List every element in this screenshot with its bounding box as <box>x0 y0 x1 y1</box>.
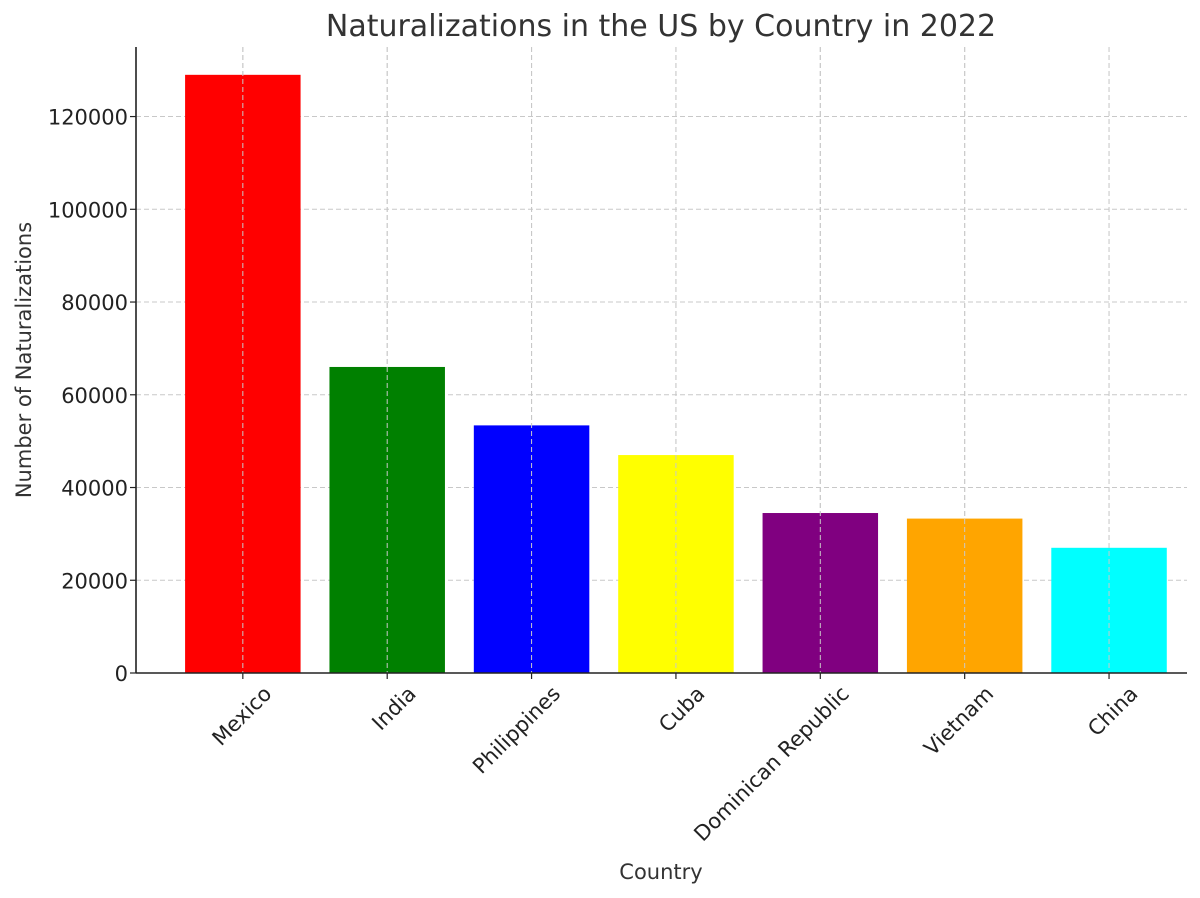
x-tick-label: Philippines <box>468 682 565 779</box>
y-tick-label: 40000 <box>61 477 128 501</box>
y-tick-label: 120000 <box>48 106 128 130</box>
y-tick-label: 60000 <box>61 384 128 408</box>
y-tick-label: 80000 <box>61 291 128 315</box>
chart-title: Naturalizations in the US by Country in … <box>326 9 996 44</box>
x-tick-label: Dominican Republic <box>689 682 853 846</box>
y-tick-label: 20000 <box>61 569 128 593</box>
x-tick-label: India <box>367 682 420 735</box>
y-axis-label: Number of Naturalizations <box>12 222 36 498</box>
x-tick-label: Cuba <box>654 682 709 737</box>
bar-mexico <box>185 74 301 674</box>
x-axis-label: Country <box>619 860 702 884</box>
bars <box>185 47 1167 674</box>
y-tick-label: 100000 <box>48 198 128 222</box>
x-tick-label: Vietnam <box>919 682 998 761</box>
y-tick-label: 0 <box>115 662 128 686</box>
x-tick-label: Mexico <box>208 682 277 751</box>
x-tick-label: China <box>1083 682 1142 741</box>
axes <box>130 47 1187 679</box>
